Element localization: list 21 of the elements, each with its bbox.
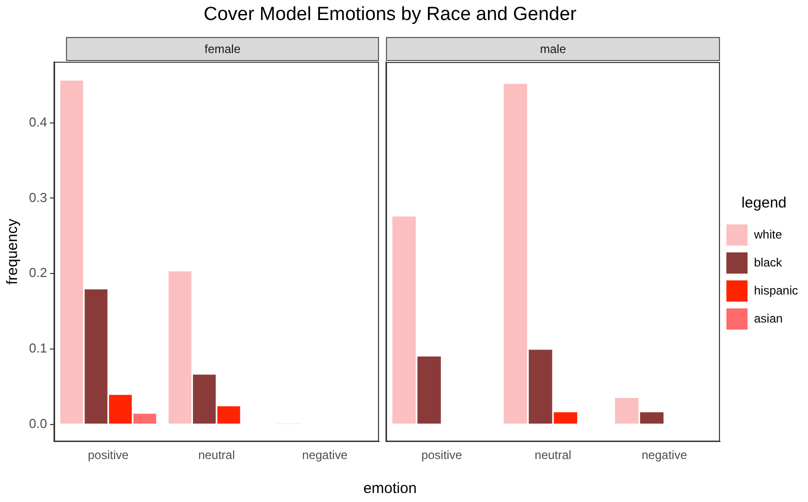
- y-tick-label: 0.0: [28, 416, 48, 431]
- x-tick-label: positive: [88, 448, 129, 462]
- y-tick-label: 0.4: [28, 114, 48, 130]
- chart-subtitle: female: [66, 37, 379, 61]
- x-tick-label: positive: [421, 448, 462, 462]
- x-axis-title: emotion: [362, 480, 418, 497]
- legend-label: white: [752, 227, 782, 242]
- x-tick-label: negative: [642, 448, 688, 462]
- legend-title: legend: [741, 194, 787, 212]
- x-tick-label: neutral: [534, 448, 572, 462]
- chart-title: Cover Model Emotions by Race and Gender: [202, 4, 578, 26]
- x-tick-label: negative: [302, 448, 348, 462]
- chart-subtitle: male: [386, 37, 720, 61]
- y-tick-label: 0.3: [28, 190, 48, 205]
- legend-label: asian: [754, 311, 783, 326]
- legend-label: hispanic: [754, 283, 798, 298]
- y-axis-title: frequency: [4, 218, 22, 285]
- y-tick-label: 0.1: [28, 340, 48, 356]
- y-tick-label: 0.2: [28, 265, 48, 280]
- x-tick-label: neutral: [198, 448, 235, 462]
- legend-label: black: [754, 255, 783, 270]
